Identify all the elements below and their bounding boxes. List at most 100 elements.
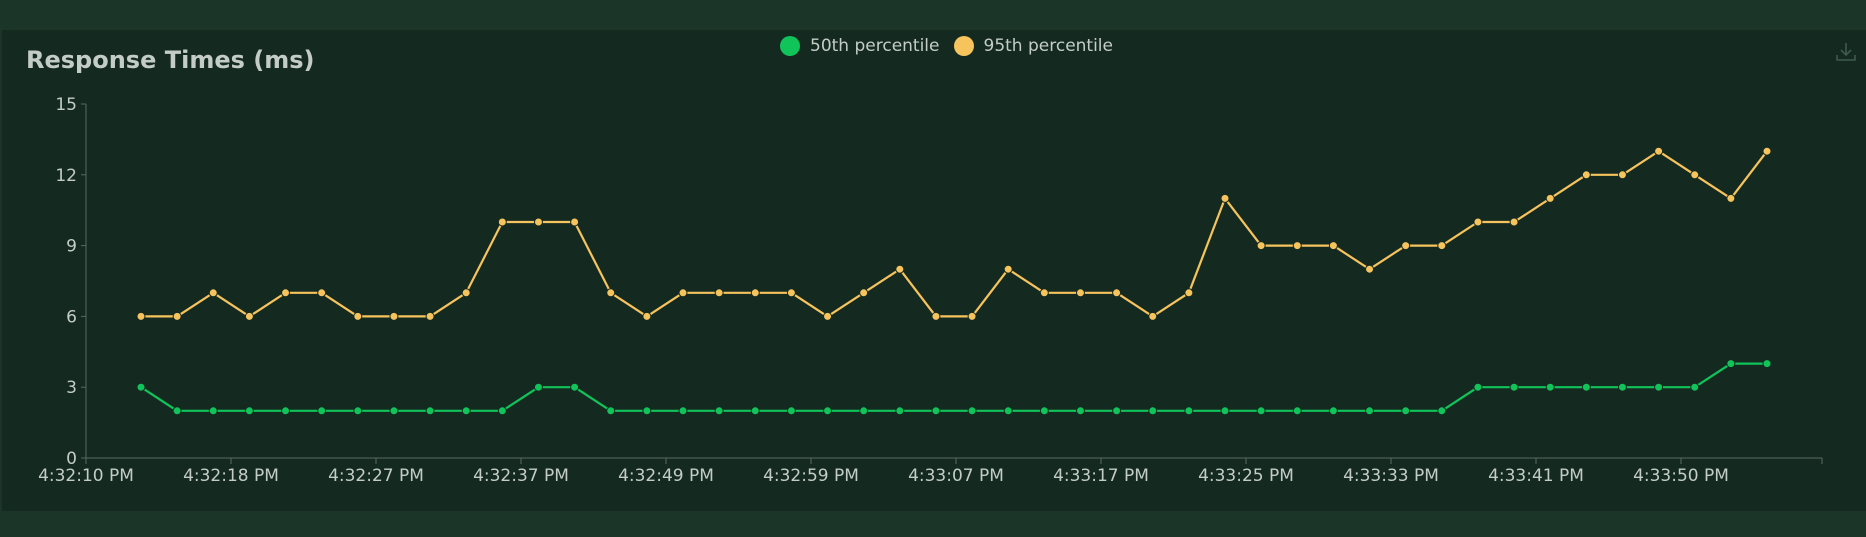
y-tick-label: 12 bbox=[55, 166, 77, 186]
data-point-p95[interactable] bbox=[281, 288, 291, 298]
data-point-p95[interactable] bbox=[859, 288, 869, 298]
data-point-p50[interactable] bbox=[859, 406, 869, 416]
data-point-p50[interactable] bbox=[1292, 406, 1302, 416]
data-point-p50[interactable] bbox=[136, 382, 146, 392]
data-point-p50[interactable] bbox=[1039, 406, 1049, 416]
data-point-p50[interactable] bbox=[823, 406, 833, 416]
data-point-p95[interactable] bbox=[461, 288, 471, 298]
data-point-p50[interactable] bbox=[1581, 382, 1591, 392]
data-point-p95[interactable] bbox=[389, 311, 399, 321]
data-point-p50[interactable] bbox=[786, 406, 796, 416]
data-point-p50[interactable] bbox=[1726, 359, 1736, 369]
data-point-p95[interactable] bbox=[1401, 241, 1411, 251]
legend-item-p50[interactable]: 50th percentile bbox=[780, 36, 940, 56]
data-point-p50[interactable] bbox=[1762, 359, 1772, 369]
data-point-p95[interactable] bbox=[1762, 146, 1772, 156]
data-point-p95[interactable] bbox=[786, 288, 796, 298]
data-point-p95[interactable] bbox=[1545, 193, 1555, 203]
data-point-p95[interactable] bbox=[1184, 288, 1194, 298]
data-point-p50[interactable] bbox=[714, 406, 724, 416]
data-point-p95[interactable] bbox=[1112, 288, 1122, 298]
data-point-p50[interactable] bbox=[1617, 382, 1627, 392]
data-point-p95[interactable] bbox=[1581, 170, 1591, 180]
data-point-p50[interactable] bbox=[895, 406, 905, 416]
data-point-p50[interactable] bbox=[1184, 406, 1194, 416]
data-point-p95[interactable] bbox=[244, 311, 254, 321]
data-point-p95[interactable] bbox=[750, 288, 760, 298]
data-point-p50[interactable] bbox=[425, 406, 435, 416]
data-point-p95[interactable] bbox=[678, 288, 688, 298]
x-tick-label: 4:33:50 PM bbox=[1633, 466, 1729, 486]
data-point-p50[interactable] bbox=[533, 382, 543, 392]
data-point-p50[interactable] bbox=[1003, 406, 1013, 416]
data-point-p95[interactable] bbox=[1075, 288, 1085, 298]
data-point-p95[interactable] bbox=[1148, 311, 1158, 321]
data-point-p95[interactable] bbox=[1473, 217, 1483, 227]
data-point-p50[interactable] bbox=[570, 382, 580, 392]
data-point-p50[interactable] bbox=[1075, 406, 1085, 416]
data-point-p95[interactable] bbox=[1654, 146, 1664, 156]
legend-label-p50: 50th percentile bbox=[810, 36, 940, 56]
data-point-p95[interactable] bbox=[1690, 170, 1700, 180]
data-point-p50[interactable] bbox=[1509, 382, 1519, 392]
data-point-p95[interactable] bbox=[533, 217, 543, 227]
data-point-p95[interactable] bbox=[606, 288, 616, 298]
data-point-p50[interactable] bbox=[1401, 406, 1411, 416]
data-point-p50[interactable] bbox=[1473, 382, 1483, 392]
data-point-p95[interactable] bbox=[1726, 193, 1736, 203]
data-point-p95[interactable] bbox=[931, 311, 941, 321]
data-point-p95[interactable] bbox=[1328, 241, 1338, 251]
x-tick-label: 4:33:33 PM bbox=[1343, 466, 1439, 486]
data-point-p95[interactable] bbox=[136, 311, 146, 321]
data-point-p50[interactable] bbox=[750, 406, 760, 416]
data-point-p50[interactable] bbox=[1437, 406, 1447, 416]
data-point-p95[interactable] bbox=[1617, 170, 1627, 180]
data-point-p50[interactable] bbox=[931, 406, 941, 416]
data-point-p95[interactable] bbox=[714, 288, 724, 298]
data-point-p95[interactable] bbox=[642, 311, 652, 321]
data-point-p95[interactable] bbox=[1003, 264, 1013, 274]
data-point-p50[interactable] bbox=[1545, 382, 1555, 392]
data-point-p50[interactable] bbox=[1690, 382, 1700, 392]
data-point-p50[interactable] bbox=[1654, 382, 1664, 392]
data-point-p50[interactable] bbox=[1112, 406, 1122, 416]
data-point-p95[interactable] bbox=[353, 311, 363, 321]
data-point-p95[interactable] bbox=[208, 288, 218, 298]
data-point-p95[interactable] bbox=[1437, 241, 1447, 251]
chart-title: Response Times (ms) bbox=[26, 46, 315, 74]
legend-item-p95[interactable]: 95th percentile bbox=[953, 36, 1113, 56]
data-point-p50[interactable] bbox=[1148, 406, 1158, 416]
data-point-p50[interactable] bbox=[208, 406, 218, 416]
data-point-p50[interactable] bbox=[353, 406, 363, 416]
data-point-p95[interactable] bbox=[497, 217, 507, 227]
data-point-p50[interactable] bbox=[389, 406, 399, 416]
data-point-p50[interactable] bbox=[967, 406, 977, 416]
data-point-p95[interactable] bbox=[172, 311, 182, 321]
data-point-p95[interactable] bbox=[1365, 264, 1375, 274]
data-point-p50[interactable] bbox=[497, 406, 507, 416]
data-point-p95[interactable] bbox=[425, 311, 435, 321]
data-point-p95[interactable] bbox=[823, 311, 833, 321]
data-point-p50[interactable] bbox=[244, 406, 254, 416]
data-point-p50[interactable] bbox=[172, 406, 182, 416]
data-point-p95[interactable] bbox=[1292, 241, 1302, 251]
data-point-p95[interactable] bbox=[317, 288, 327, 298]
data-point-p50[interactable] bbox=[1328, 406, 1338, 416]
download-icon[interactable] bbox=[1834, 40, 1858, 64]
data-point-p50[interactable] bbox=[461, 406, 471, 416]
data-point-p50[interactable] bbox=[1220, 406, 1230, 416]
data-point-p50[interactable] bbox=[317, 406, 327, 416]
data-point-p95[interactable] bbox=[1256, 241, 1266, 251]
data-point-p95[interactable] bbox=[895, 264, 905, 274]
data-point-p50[interactable] bbox=[642, 406, 652, 416]
data-point-p95[interactable] bbox=[1220, 193, 1230, 203]
data-point-p50[interactable] bbox=[678, 406, 688, 416]
data-point-p50[interactable] bbox=[1256, 406, 1266, 416]
data-point-p50[interactable] bbox=[1365, 406, 1375, 416]
data-point-p95[interactable] bbox=[1509, 217, 1519, 227]
data-point-p95[interactable] bbox=[570, 217, 580, 227]
data-point-p95[interactable] bbox=[967, 311, 977, 321]
data-point-p50[interactable] bbox=[606, 406, 616, 416]
data-point-p95[interactable] bbox=[1039, 288, 1049, 298]
data-point-p50[interactable] bbox=[281, 406, 291, 416]
